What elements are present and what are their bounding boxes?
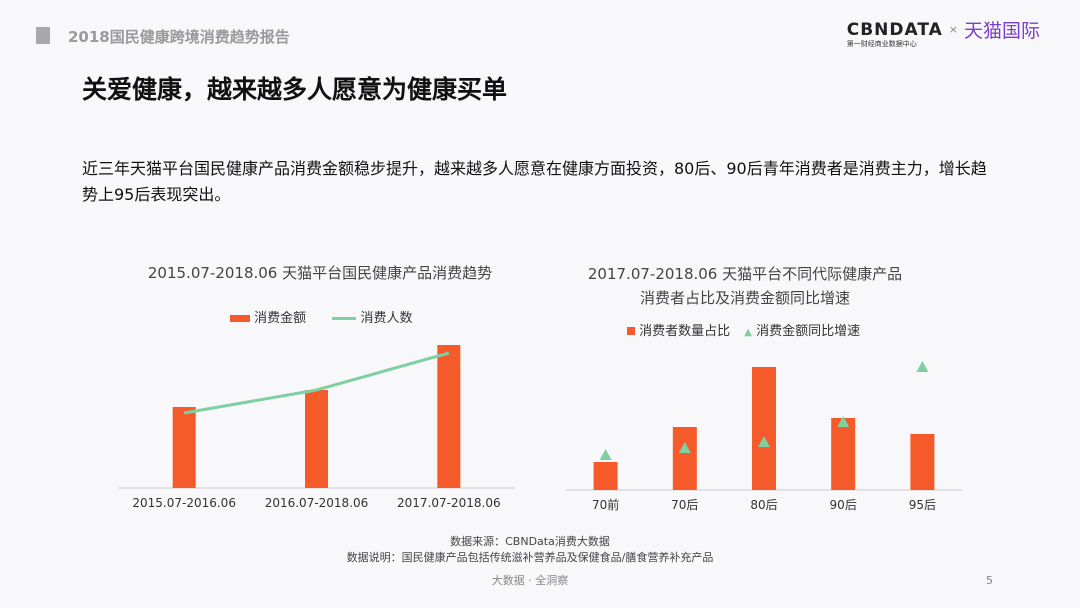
legend-label: 消费金额 bbox=[254, 311, 307, 326]
x-tick-label: 2016.07-2018.06 bbox=[265, 496, 369, 510]
cbndata-logo: CBNDATA bbox=[846, 20, 943, 40]
bar-70后 bbox=[672, 427, 697, 490]
cbndata-logo-block: CBNDATA 第一财经商业数据中心 bbox=[847, 20, 943, 49]
bar-70前 bbox=[593, 462, 618, 490]
legend-triangle-icon: ▲ bbox=[744, 327, 752, 338]
bar-90后 bbox=[831, 418, 856, 490]
slide-title: 关爱健康，越来越多人愿意为健康买单 bbox=[82, 75, 508, 104]
chart2-title-line1: 2017.07-2018.06 天猫平台不同代际健康产品 bbox=[587, 265, 903, 283]
logo-separator: × bbox=[948, 23, 958, 36]
x-tick-label: 95后 bbox=[909, 498, 936, 512]
chart1-legend: 消费金额 消费人数 bbox=[230, 307, 412, 326]
bar-2017.07-2018.06 bbox=[437, 345, 461, 488]
cbndata-logo-sub: 第一财经商业数据中心 bbox=[846, 40, 917, 48]
legend-label: 消费人数 bbox=[360, 311, 413, 326]
slogan: 大数据 · 全洞察 bbox=[491, 574, 569, 587]
data-source: 数据来源：CBNData消费大数据 bbox=[450, 535, 610, 548]
header-marker bbox=[36, 27, 50, 44]
x-tick-label: 2017.07-2018.06 bbox=[397, 496, 501, 510]
triangle-marker-95后 bbox=[916, 361, 929, 372]
x-tick-label: 70前 bbox=[592, 497, 619, 512]
bar-2016.07-2018.06 bbox=[305, 390, 328, 488]
chart2-legend: 消费者数量占比 ▲ 消费金额同比增速 bbox=[627, 320, 860, 339]
legend-label: 消费者数量占比 bbox=[639, 324, 731, 339]
logo: CBNDATA 第一财经商业数据中心 × 天猫国际 bbox=[847, 20, 1040, 49]
chart1-title: 2015.07-2018.06 天猫平台国民健康产品消费趋势 bbox=[147, 264, 493, 282]
slide-description: 近三年天猫平台国民健康产品消费金额稳步提升，越来越多人愿意在健康方面投资，80后… bbox=[82, 159, 987, 204]
triangle-marker-90后 bbox=[837, 416, 850, 427]
legend-bar-swatch bbox=[230, 315, 250, 322]
x-tick-label: 80后 bbox=[750, 498, 777, 512]
chart2-title-line2: 消费者占比及消费金额同比增速 bbox=[639, 289, 850, 307]
legend-bar-swatch bbox=[627, 327, 635, 335]
bar-2015.07-2016.06 bbox=[172, 407, 196, 488]
data-note: 数据说明：国民健康产品包括传统滋补营养品及保健食品/膳食营养补充产品 bbox=[346, 551, 714, 564]
tmall-logo: 天猫国际 bbox=[963, 20, 1040, 42]
line-series bbox=[183, 351, 450, 415]
chart2-plot: 70前 70后 80后 90后 95后 bbox=[566, 361, 962, 512]
page-number: 5 bbox=[986, 574, 993, 587]
x-tick-label: 70后 bbox=[671, 498, 698, 512]
triangle-marker-70前 bbox=[599, 449, 612, 460]
bar-80后 bbox=[752, 367, 776, 490]
legend-line-swatch bbox=[332, 317, 357, 320]
triangle-marker-80后 bbox=[758, 436, 770, 447]
report-title: 2018国民健康跨境消费趋势报告 bbox=[68, 28, 290, 46]
bar-95后 bbox=[910, 434, 935, 490]
x-tick-label: 2015.07-2016.06 bbox=[132, 496, 236, 510]
legend-label: 消费金额同比增速 bbox=[756, 324, 861, 339]
chart1-plot: 2015.07-2016.06 2016.07-2018.06 2017.07-20… bbox=[118, 345, 515, 510]
triangle-marker-70后 bbox=[678, 442, 691, 453]
chart2-title: 2017.07-2018.06 天猫平台不同代际健康产品 消费者占比及消费金额同… bbox=[560, 262, 930, 310]
x-tick-label: 90后 bbox=[830, 498, 857, 512]
